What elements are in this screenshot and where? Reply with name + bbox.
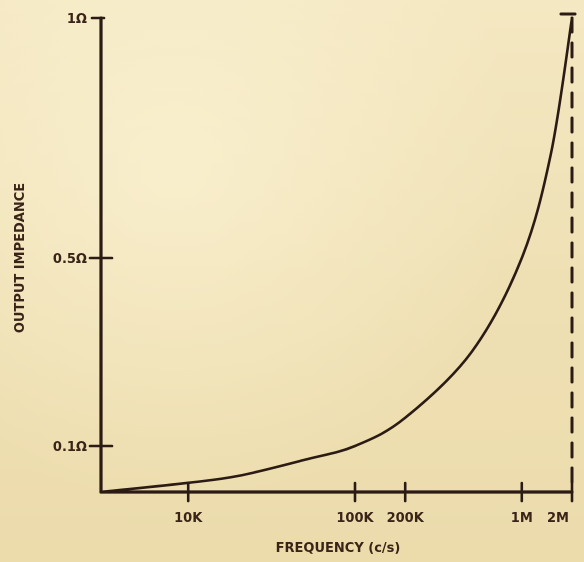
ticks [88,16,574,503]
y-tick-label-2: 1Ω [67,12,87,27]
x-tick-label-4: 2M [547,511,569,526]
tick-labels: 0.1Ω 0.5Ω 1Ω 10K 100K 200K 1M 2M [53,12,569,526]
axes [99,16,574,494]
impedance-curve [99,16,574,494]
y-tick-label-1: 0.5Ω [53,252,87,267]
x-tick-label-3: 1M [511,511,533,526]
series [99,12,577,494]
x-tick-label-1: 100K [336,511,374,526]
y-axis-title: OUTPUT IMPEDANCE [13,183,28,333]
x-tick-label-0: 10K [174,511,203,526]
y-tick-label-0: 0.1Ω [53,440,87,455]
x-axis-title: FREQUENCY (c/s) [276,541,401,556]
x-tick-label-2: 200K [387,511,425,526]
